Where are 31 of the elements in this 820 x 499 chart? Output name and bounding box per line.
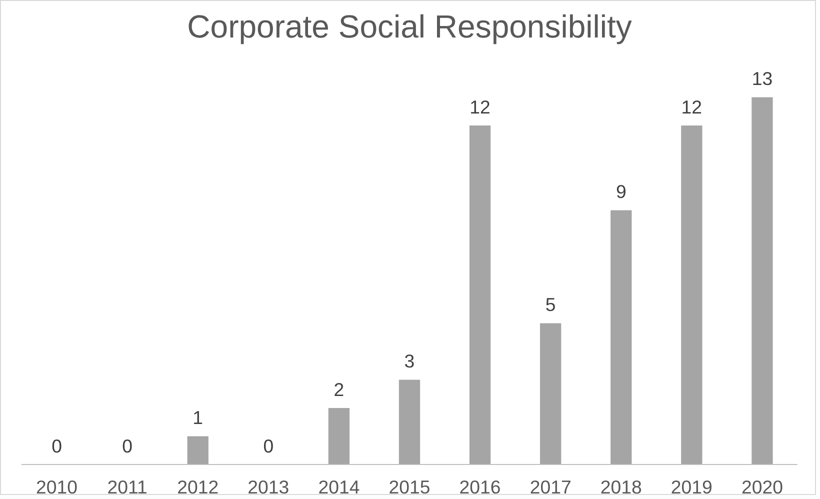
x-tick-label: 2018: [600, 476, 642, 498]
data-label: 3: [404, 350, 415, 372]
data-label: 1: [192, 407, 204, 428]
data-label: 0: [263, 436, 274, 456]
data-label: 0: [52, 436, 62, 456]
bar: [681, 125, 702, 464]
bar: [469, 125, 491, 464]
x-tick-label: 2012: [177, 476, 219, 498]
x-tick-label: 2015: [388, 476, 430, 498]
x-tick-label: 2011: [107, 476, 148, 498]
bar: [540, 323, 562, 464]
data-label: 9: [616, 181, 626, 202]
x-tick-label: 2019: [670, 476, 712, 498]
data-label: 5: [545, 294, 556, 316]
x-tick-label: 2014: [318, 476, 360, 498]
data-label: 12: [681, 96, 702, 118]
chart-title: Corporate Social Responsibility: [187, 8, 632, 44]
data-label: 0: [122, 436, 133, 456]
bar: [610, 210, 632, 464]
x-tick-label: 2016: [459, 476, 501, 498]
bar: [328, 408, 350, 464]
data-label: 12: [470, 96, 490, 118]
x-tick-label: 2017: [530, 476, 572, 498]
data-label: 13: [752, 68, 773, 90]
bar: [398, 380, 420, 464]
data-label: 2: [334, 379, 344, 400]
bar: [752, 97, 773, 464]
bar: [187, 436, 208, 464]
x-tick-label: 2020: [741, 476, 783, 498]
x-tick-label: 2013: [248, 476, 290, 498]
x-tick-label: 2010: [36, 476, 78, 498]
